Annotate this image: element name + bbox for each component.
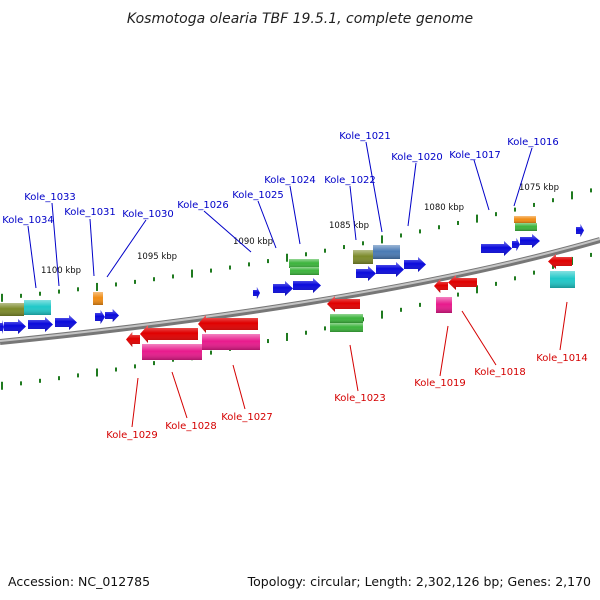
gene-label-kole-1029: Kole_1029: [106, 430, 158, 441]
gene-label-kole-1022: Kole_1022: [324, 175, 376, 186]
gene-arrow-rev-1029: [126, 332, 140, 347]
gene-label-kole-1026: Kole_1026: [177, 200, 229, 211]
scale-label-1080: 1080 kbp: [424, 203, 464, 213]
gene-box-magenta-1028: [142, 344, 202, 360]
gene-box-steel-1021: [373, 245, 400, 259]
forward-gene-labels: Kole_1016 Kole_1017 Kole_1020 Kole_1021 …: [2, 131, 559, 226]
accession-text: Accession: NC_012785: [8, 574, 150, 589]
gene-arrow-fwd-13: [481, 241, 512, 256]
gene-box-green-1024a: [289, 259, 319, 268]
gene-box-olive-left: [0, 303, 24, 316]
gene-arrow-fwd-15: [520, 234, 540, 248]
gene-box-cyan-left: [24, 300, 51, 315]
gene-arrow-fwd-8: [273, 281, 293, 296]
gene-box-green-1016: [515, 223, 537, 231]
gene-arrow-rev-1019: [434, 279, 448, 293]
gene-box-cyan-1014: [550, 271, 575, 288]
gene-arrow-fwd-10: [356, 266, 376, 281]
gene-arrow-fwd-5: [95, 310, 105, 324]
gene-arrow-fwd-9: [293, 278, 321, 293]
gene-arrow-rev-1028: [140, 325, 198, 343]
scale-ticks: 1075 kbp 1080 kbp 1085 kbp 1090 kbp 1095…: [1, 183, 592, 390]
gene-box-orange-1016: [514, 216, 536, 223]
gene-label-kole-1019: Kole_1019: [414, 378, 466, 389]
gene-arrow-fwd-6: [105, 309, 119, 322]
gene-box-orange-1031: [93, 292, 103, 305]
gene-arrow-rev-1014: [548, 254, 572, 269]
genome-summary-text: Topology: circular; Length: 2,302,126 bp…: [247, 574, 591, 589]
gene-label-lines: [27, 141, 568, 428]
scale-label-1090: 1090 kbp: [233, 237, 273, 247]
gene-box-green-1024b: [290, 267, 319, 275]
gene-box-magenta-1027: [202, 334, 260, 350]
gene-label-kole-1021: Kole_1021: [339, 131, 391, 142]
reverse-gene-labels: Kole_1014 Kole_1018 Kole_1019 Kole_1023 …: [106, 353, 588, 441]
gene-label-kole-1023: Kole_1023: [334, 393, 386, 404]
scale-label-1095: 1095 kbp: [137, 252, 177, 262]
gene-label-kole-1018: Kole_1018: [474, 367, 526, 378]
gene-arrow-rev-1018: [448, 275, 477, 290]
gene-arrow-fwd-4: [55, 315, 77, 330]
gene-arrow-rev-1027: [198, 315, 258, 333]
gene-arrow-fwd-1: [0, 320, 4, 334]
gene-arrow-fwd-11: [376, 262, 404, 277]
gene-label-kole-1034: Kole_1034: [2, 215, 54, 226]
gene-label-kole-1024: Kole_1024: [264, 175, 316, 186]
gene-label-kole-1014: Kole_1014: [536, 353, 588, 364]
map-title: Kosmotoga olearia TBF 19.5.1, complete g…: [127, 11, 473, 27]
gene-arrow-fwd-14: [512, 238, 520, 251]
gene-label-kole-1028: Kole_1028: [165, 421, 217, 432]
scale-label-1085: 1085 kbp: [329, 221, 369, 231]
gene-box-green-1023b: [330, 323, 363, 332]
scale-label-1075: 1075 kbp: [519, 183, 559, 193]
gene-arrow-fwd-3: [28, 317, 53, 332]
gene-arrow-fwd-12: [404, 257, 426, 272]
gene-label-kole-1025: Kole_1025: [232, 190, 284, 201]
scale-label-1100: 1100 kbp: [41, 266, 81, 276]
gene-label-kole-1033: Kole_1033: [24, 192, 76, 203]
gene-label-kole-1030: Kole_1030: [122, 209, 174, 220]
gene-label-kole-1031: Kole_1031: [64, 207, 116, 218]
gene-label-kole-1017: Kole_1017: [449, 150, 501, 161]
gene-box-magenta-1019: [436, 297, 452, 313]
gene-label-kole-1020: Kole_1020: [391, 152, 443, 163]
gene-features: [0, 216, 584, 360]
genome-backbone: [0, 237, 600, 345]
gene-arrow-fwd-7: [253, 287, 260, 299]
gene-arrow-fwd-2: [4, 319, 26, 334]
gene-arrow-rev-1023: [327, 296, 360, 312]
gene-box-green-1023a: [330, 314, 363, 323]
gene-label-kole-1016: Kole_1016: [507, 137, 559, 148]
gene-label-kole-1027: Kole_1027: [221, 412, 273, 423]
gene-box-olive-1022: [353, 250, 373, 264]
outer-tick-ring: [1, 188, 592, 302]
gene-arrow-fwd-16: [576, 224, 584, 237]
